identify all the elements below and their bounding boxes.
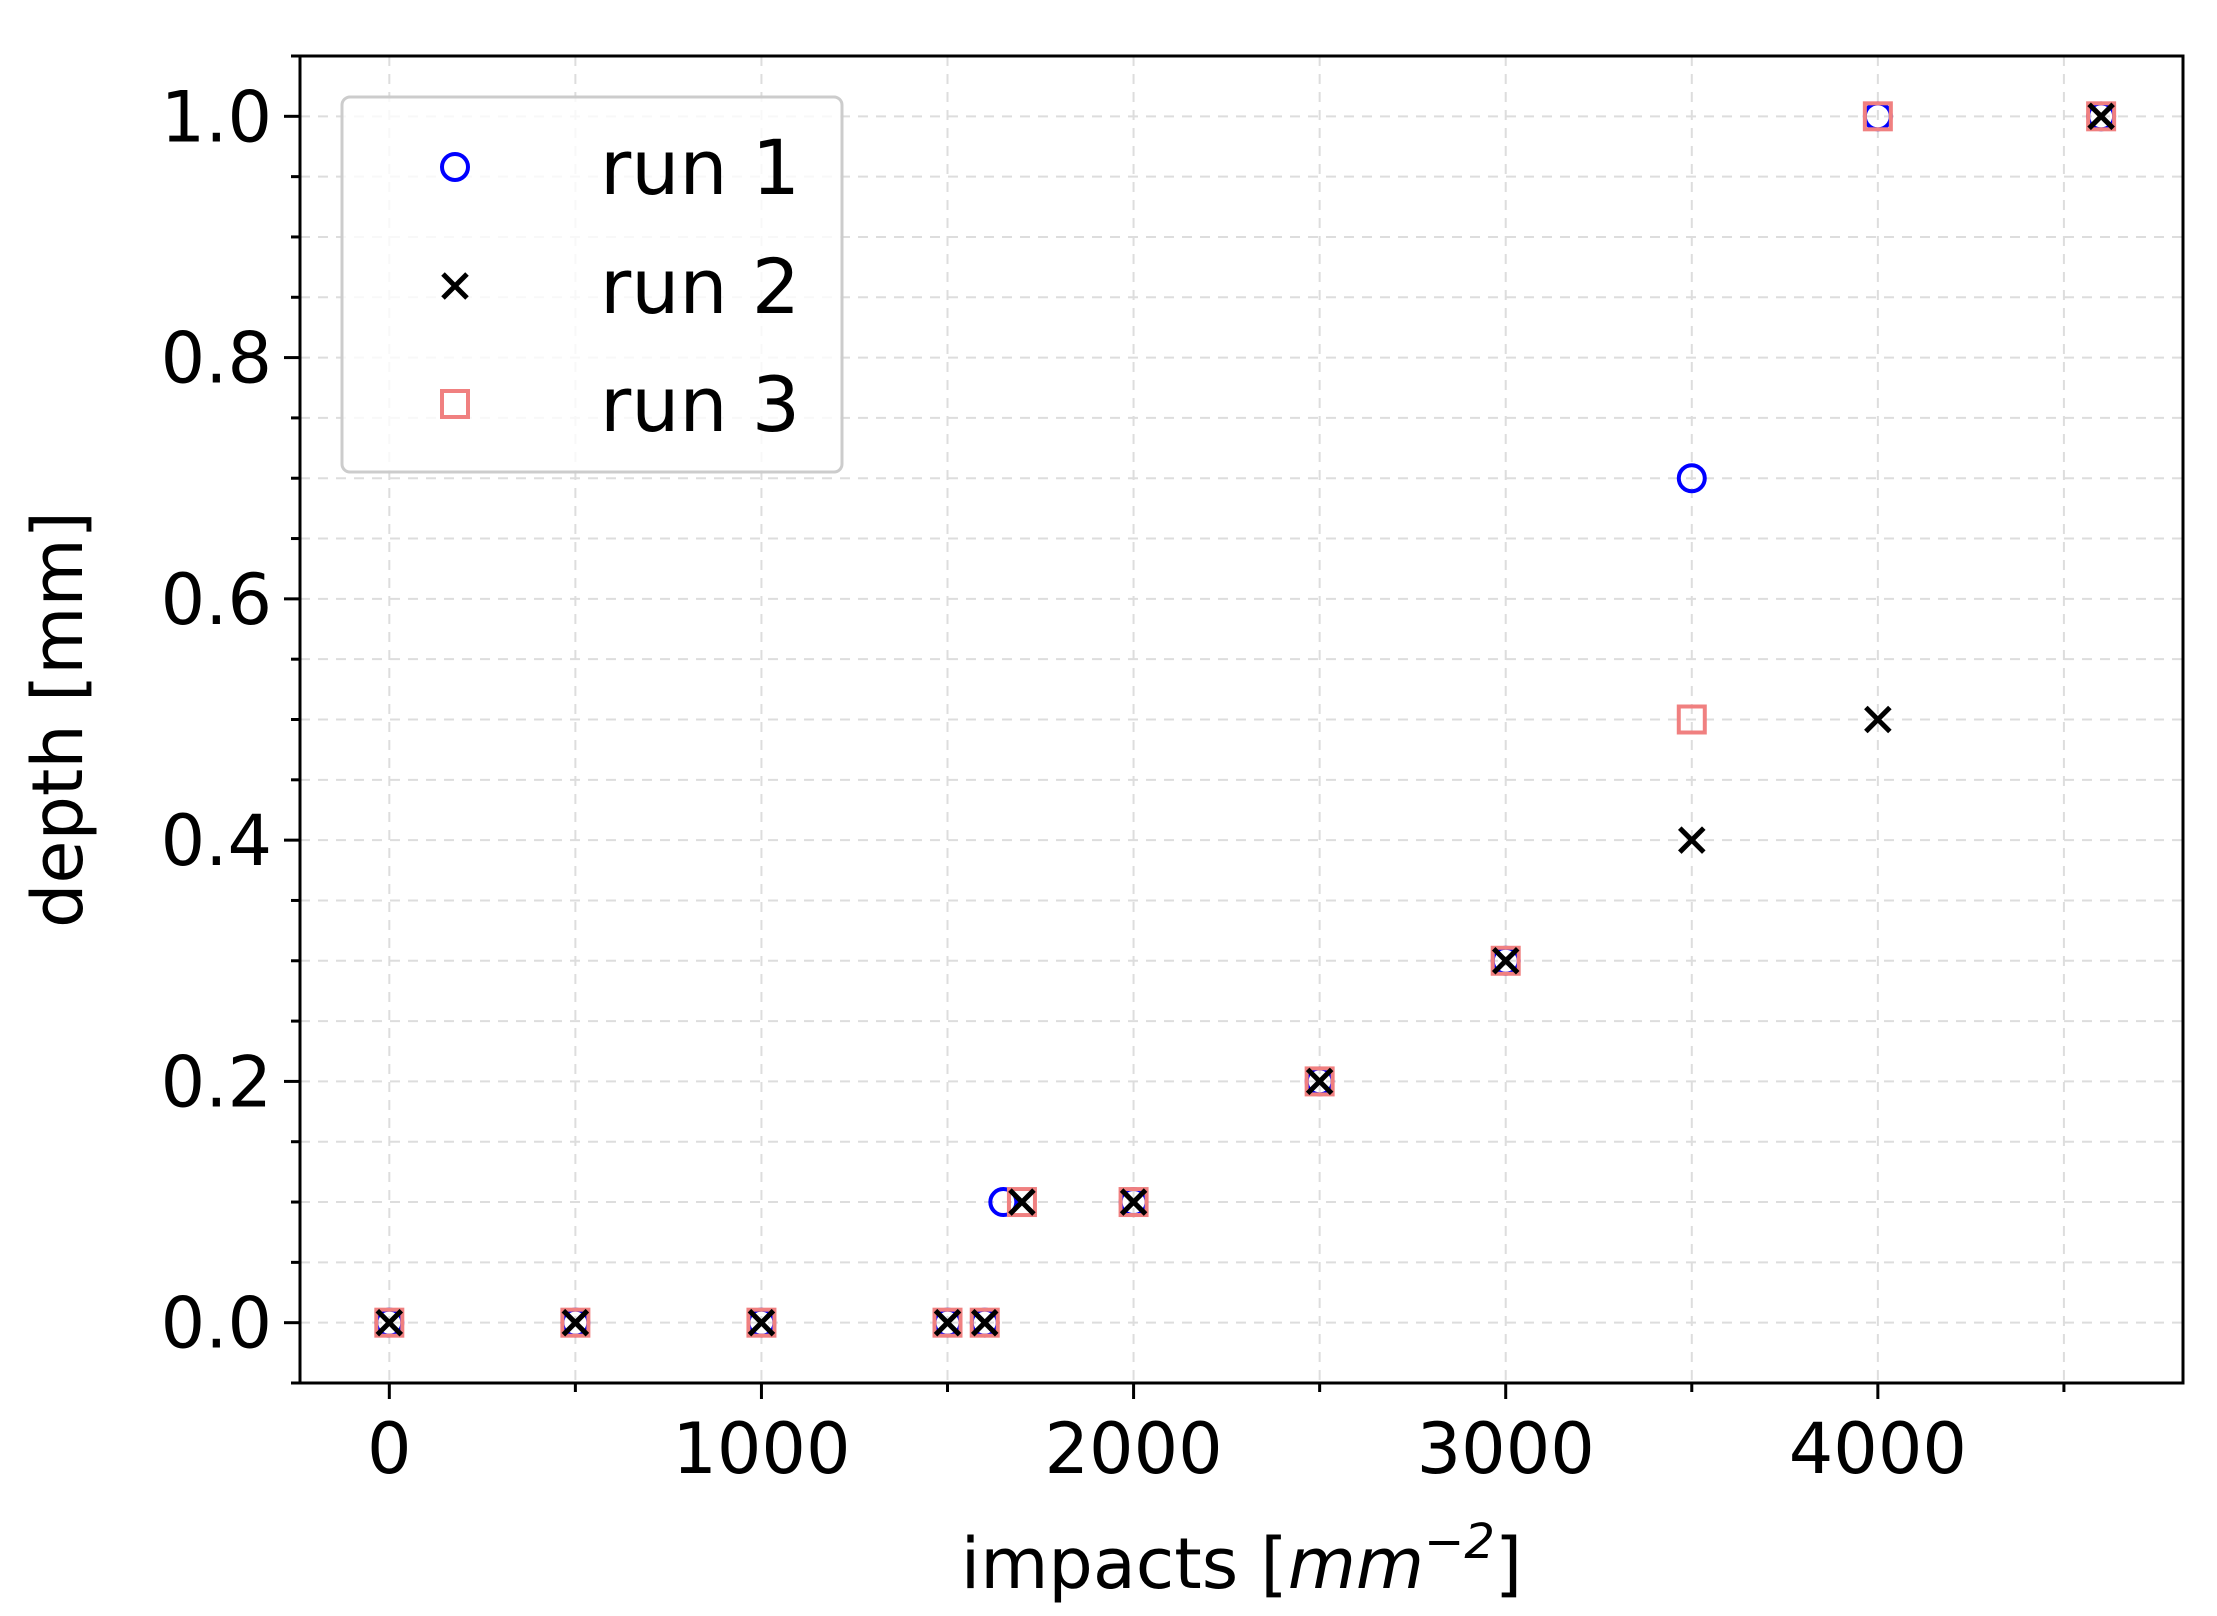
x-axis-label-prefix: impacts [ [961, 1523, 1288, 1605]
data-point-square [1304, 1066, 1335, 1097]
x-axis-label-suffix: ] [1495, 1523, 1522, 1605]
data-point-square [2086, 101, 2117, 132]
x-tick-label: 4000 [1789, 1408, 1967, 1490]
legend-marker [441, 272, 469, 300]
legend: run 1 run 2 run 3 [340, 95, 844, 474]
data-point-x-stroke [1678, 826, 1706, 854]
y-tick-label: 0.6 [161, 559, 272, 641]
data-point-x-stroke [1491, 947, 1520, 975]
y-tick-label: 0.2 [161, 1041, 272, 1123]
data-point-square [1006, 1187, 1037, 1218]
data-point-square [1676, 704, 1707, 735]
data-point-square [1862, 101, 1893, 132]
data-point-square [374, 1307, 405, 1338]
data-point-x [375, 1308, 404, 1337]
data-point-x [1305, 1067, 1334, 1096]
x-tick-label: 2000 [1045, 1408, 1223, 1490]
y-axis-label: depth [mm] [17, 511, 99, 928]
data-point-square [1490, 945, 1521, 976]
x-axis-label: impacts [mm−2] [961, 1514, 1522, 1605]
data-point-x [1491, 947, 1520, 975]
data-point-square [1118, 1187, 1149, 1218]
legend-marker [440, 152, 470, 182]
data-point-x [747, 1308, 776, 1337]
data-point-circle [1676, 463, 1707, 494]
data-point-x-stroke [375, 1308, 404, 1337]
data-point-x [1678, 826, 1706, 854]
legend-box [340, 95, 844, 474]
data-point-x-stroke [933, 1308, 962, 1337]
x-axis-label-unit: mm [1288, 1523, 1424, 1605]
y-tick-label: 1.0 [161, 76, 272, 158]
data-point-x [970, 1308, 999, 1337]
data-point-square [969, 1307, 1000, 1338]
data-point-x-stroke [2087, 102, 2115, 131]
data-point-circle [988, 1187, 1019, 1218]
x-tick-label: 0 [367, 1408, 412, 1490]
data-point-x-stroke [1305, 1067, 1334, 1096]
axis-ticks: 0 1000 2000 3000 4000 0.0 0.2 0.4 0.6 0.8 1.0 [161, 54, 2066, 1490]
data-point-x [1008, 1188, 1036, 1216]
legend-label: run 2 [600, 242, 800, 331]
data-point-square [932, 1307, 963, 1338]
data-point-x-stroke [747, 1308, 776, 1337]
data-point-x-stroke [1864, 705, 1892, 734]
data-point-x-stroke [1119, 1188, 1148, 1216]
x-tick-label: 1000 [672, 1408, 850, 1490]
legend-marker [440, 389, 470, 419]
data-point-x [2087, 102, 2115, 131]
data-point-x [1864, 705, 1892, 734]
x-tick-label: 3000 [1417, 1408, 1595, 1490]
x-axis-label-exponent: −2 [1424, 1514, 1495, 1570]
data-point-square [560, 1307, 591, 1338]
legend-label: run 1 [600, 123, 800, 212]
legend-label: run 3 [600, 360, 800, 449]
series-x [375, 102, 2115, 1337]
data-point-x-stroke [1008, 1188, 1036, 1216]
y-tick-label: 0.0 [161, 1283, 272, 1365]
data-point-x [1119, 1188, 1148, 1216]
data-point-x [933, 1308, 962, 1337]
series-square [374, 101, 2117, 1338]
data-point-square [746, 1307, 777, 1338]
data-point-x-stroke [970, 1308, 999, 1337]
y-tick-label: 0.4 [161, 800, 272, 882]
legend-marker-stroke [441, 272, 469, 300]
data-points [374, 101, 2117, 1338]
data-point-x-stroke [561, 1308, 590, 1337]
plot-frame [298, 54, 2185, 1385]
y-tick-label: 0.8 [161, 318, 272, 400]
data-point-x [561, 1308, 590, 1337]
